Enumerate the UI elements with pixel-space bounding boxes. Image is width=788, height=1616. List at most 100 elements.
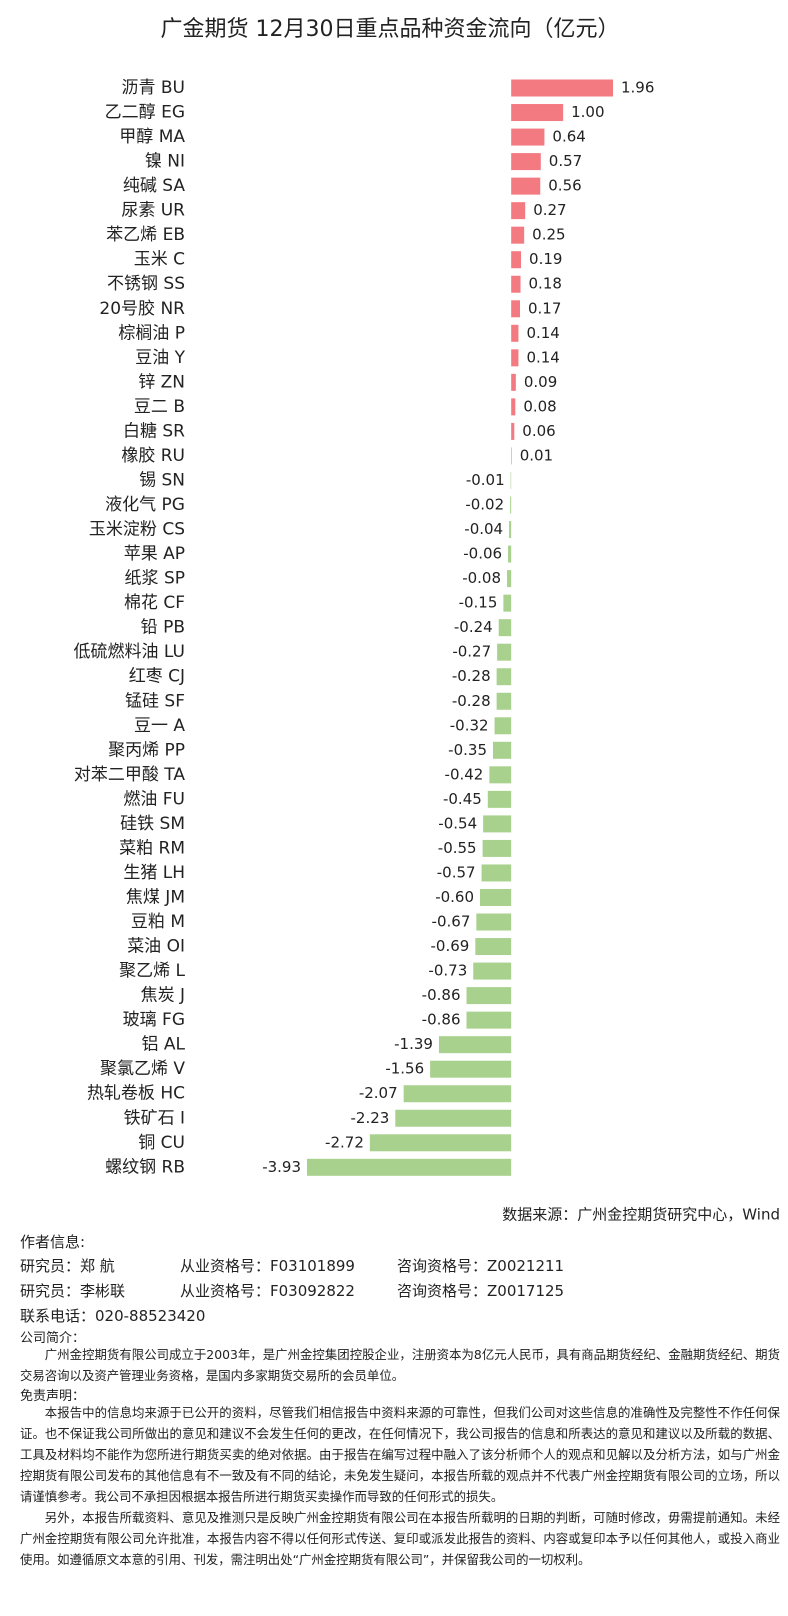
value-label: -0.73 xyxy=(428,962,467,980)
bar xyxy=(497,643,512,661)
license: 从业资格号：F03092822 xyxy=(180,1282,355,1300)
bar xyxy=(508,545,512,563)
category-label: 低硫燃料油 LU xyxy=(74,642,185,662)
bar xyxy=(369,1134,512,1152)
disclaimer-heading: 免责声明： xyxy=(20,1389,86,1404)
value-label: 0.09 xyxy=(524,373,557,391)
category-label: 焦炭 J xyxy=(141,986,185,1006)
value-label: -0.02 xyxy=(465,496,504,514)
bar xyxy=(475,938,512,956)
disclaimer-paragraph: 本报告中的信息均来源于已公开的资料，尽管我们相信报告中资料来源的可靠性，但我们公… xyxy=(20,1405,780,1504)
value-label: -0.55 xyxy=(438,839,477,857)
category-label: 苹果 AP xyxy=(124,544,185,564)
bar xyxy=(507,570,512,588)
researcher-name: 研究员：郑 航 xyxy=(20,1257,115,1275)
bar xyxy=(476,913,512,931)
value-label: -0.57 xyxy=(437,863,476,881)
value-label: 0.01 xyxy=(520,446,553,464)
category-label: 焦煤 JM xyxy=(126,887,185,907)
value-label: -0.04 xyxy=(464,520,503,538)
value-label: 0.17 xyxy=(528,299,561,317)
value-label: -0.01 xyxy=(466,471,505,489)
company-heading: 公司简介： xyxy=(20,1331,86,1346)
category-label: 20号胶 NR xyxy=(99,299,185,319)
category-label: 玻璃 FG xyxy=(123,1010,185,1030)
category-label: 燃油 FU xyxy=(123,789,185,809)
category-label: 纸浆 SP xyxy=(125,569,185,589)
category-label: 棉花 CF xyxy=(124,593,185,613)
value-label: -0.86 xyxy=(422,986,461,1004)
value-label: 0.14 xyxy=(526,324,559,342)
category-label: 液化气 PG xyxy=(105,495,185,515)
bar xyxy=(511,177,541,195)
category-label: 镍 NI xyxy=(145,152,185,172)
category-label: 豆一 A xyxy=(134,716,185,736)
bar xyxy=(511,422,515,440)
category-label: 橡胶 RU xyxy=(121,446,185,466)
value-label: 0.19 xyxy=(529,250,562,268)
bar xyxy=(503,594,512,612)
category-label: 硅铁 SM xyxy=(120,814,185,834)
value-label: 0.27 xyxy=(533,201,566,219)
category-label: 锰硅 SF xyxy=(125,691,185,711)
value-label: -0.86 xyxy=(422,1011,461,1029)
value-label: 0.57 xyxy=(549,152,582,170)
category-label: 豆油 Y xyxy=(135,348,185,368)
category-label: 聚氯乙烯 V xyxy=(100,1059,185,1079)
researcher-0: 研究员：郑 航 从业资格号：F03101899 咨询资格号：Z0021211 xyxy=(20,1255,564,1276)
bar xyxy=(511,104,564,122)
value-label: -0.32 xyxy=(450,716,489,734)
category-label: 玉米淀粉 CS xyxy=(89,520,185,540)
value-label: -3.93 xyxy=(262,1158,301,1176)
bar xyxy=(466,1011,512,1029)
category-label: 铜 CU xyxy=(138,1133,185,1153)
category-label: 豆二 B xyxy=(134,397,185,417)
bar xyxy=(511,373,516,391)
bar xyxy=(511,349,519,367)
value-label: 0.18 xyxy=(529,275,562,293)
bar xyxy=(489,766,512,784)
phone: 联系电话：020-88523420 xyxy=(20,1307,206,1325)
category-label: 豆粕 M xyxy=(131,912,185,932)
value-label: 0.08 xyxy=(523,397,556,415)
value-label: 0.56 xyxy=(548,177,581,195)
category-label: 菜油 OI xyxy=(127,937,185,957)
bar xyxy=(510,471,512,489)
bar xyxy=(438,1036,512,1054)
bar xyxy=(487,790,512,808)
researcher-1: 研究员：李彬联 从业资格号：F03092822 咨询资格号：Z0017125 xyxy=(20,1280,564,1301)
category-label: 纯碱 SA xyxy=(123,176,186,196)
license: 从业资格号：F03101899 xyxy=(180,1257,355,1275)
bar xyxy=(496,668,512,686)
source: 数据来源：广州金控期货研究中心，Wind xyxy=(502,1206,780,1224)
bar xyxy=(492,741,512,759)
bar xyxy=(511,79,613,97)
bar xyxy=(511,128,545,146)
category-label: 苯乙烯 EB xyxy=(106,225,185,245)
value-label: 0.14 xyxy=(526,348,559,366)
category-label: 白糖 SR xyxy=(123,421,185,441)
category-label: 菜粕 RM xyxy=(119,838,185,858)
value-label: -0.60 xyxy=(435,888,474,906)
bar xyxy=(510,496,512,514)
value-label: 1.00 xyxy=(571,103,604,121)
category-label: 锡 SN xyxy=(139,470,185,490)
bar xyxy=(511,398,516,416)
category-label: 棕榈油 P xyxy=(118,323,185,343)
bar xyxy=(511,324,519,342)
value-label: -0.54 xyxy=(438,814,477,832)
value-label: -2.07 xyxy=(359,1084,398,1102)
category-label: 甲醇 MA xyxy=(119,127,185,147)
category-label: 生猪 LH xyxy=(123,863,185,883)
bar xyxy=(395,1109,512,1127)
value-label: -1.39 xyxy=(394,1035,433,1053)
bar xyxy=(483,815,512,833)
bar xyxy=(511,251,522,269)
category-label: 铝 AL xyxy=(141,1035,185,1055)
bar xyxy=(511,226,525,244)
bar xyxy=(480,888,512,906)
bar xyxy=(494,717,512,735)
value-label: -0.24 xyxy=(454,618,493,636)
bar xyxy=(498,619,512,637)
